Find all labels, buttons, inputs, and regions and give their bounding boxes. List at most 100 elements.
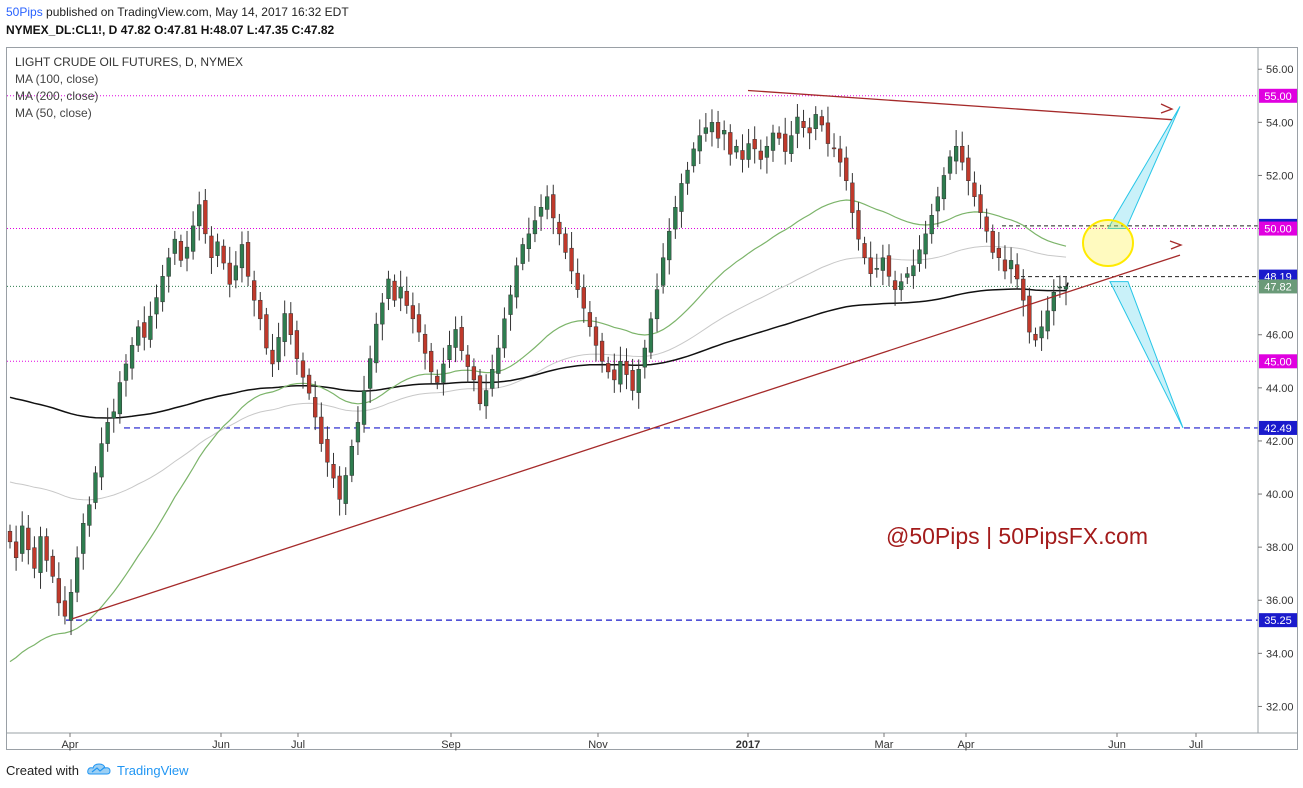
candle-body — [978, 194, 983, 213]
price-tick-label: 52.00 — [1266, 170, 1294, 182]
low-value: L:47.35 — [246, 23, 289, 37]
time-tick-label: Mar — [875, 739, 894, 751]
candle-body — [606, 363, 611, 373]
candle-body — [575, 272, 580, 290]
candle-body — [624, 361, 629, 375]
price-axis: 32.00 34.00 36.00 38.00 40.00 42.00 44.00 46.00… — [1257, 48, 1294, 733]
legend-ma100[interactable]: MA (100, close) — [15, 72, 99, 86]
candle-body — [44, 536, 49, 561]
candle-body — [911, 265, 916, 277]
candle-body — [520, 244, 525, 264]
candle-body — [422, 333, 428, 354]
candle-body — [490, 369, 495, 389]
candle-body — [496, 347, 501, 374]
candle-body — [190, 225, 196, 252]
candle-body — [471, 366, 477, 381]
candle-body — [1008, 260, 1014, 270]
candle-body — [1051, 292, 1056, 312]
candle-body — [746, 143, 751, 160]
candle-body — [239, 244, 245, 269]
time-tick-label: Apr — [957, 739, 974, 751]
price-label: 50.00 — [1264, 224, 1292, 236]
projection-up-wedge — [1107, 106, 1181, 230]
candle-body — [532, 220, 538, 235]
symbol-name: NYMEX_DL:CL1!, D — [6, 23, 118, 37]
candle-body — [398, 286, 403, 299]
candle-body — [502, 318, 507, 349]
candle-body — [660, 257, 666, 286]
candle-body — [233, 265, 238, 281]
candle-body — [789, 135, 794, 154]
legend-ma200[interactable]: MA (200, close) — [15, 89, 99, 103]
candle-body — [349, 446, 354, 476]
candle-body — [758, 150, 763, 160]
candle-body — [709, 122, 715, 133]
candle-body — [136, 326, 141, 346]
last-price: 47.82 — [120, 23, 151, 37]
candle-body — [13, 541, 19, 559]
candle-body — [142, 322, 147, 338]
drawings — [71, 89, 1184, 620]
candle-body — [56, 578, 61, 604]
legend-ma50[interactable]: MA (50, close) — [15, 106, 92, 120]
price-label-box — [1259, 88, 1297, 103]
candle-body — [1045, 310, 1050, 332]
candle-body — [62, 600, 68, 617]
candle-body — [459, 327, 464, 351]
time-tick-label: 2017 — [736, 739, 760, 751]
candle-body — [441, 363, 446, 383]
candle-body — [874, 268, 879, 270]
candle-body — [386, 278, 391, 299]
tradingview-link[interactable]: TradingView — [116, 763, 189, 778]
price-tick-label: 54.00 — [1266, 117, 1294, 129]
open-value: O:47.81 — [154, 23, 198, 37]
candle-body — [697, 135, 702, 152]
candle-body — [300, 360, 306, 378]
candle-body — [129, 345, 135, 369]
candle-body — [972, 182, 977, 197]
candle-body — [361, 390, 367, 425]
publish-header: 50Pips published on TradingView.com, May… — [0, 0, 1303, 40]
candle-body — [886, 255, 892, 277]
candle-body — [209, 235, 214, 258]
candle-body — [7, 530, 13, 543]
time-tick-label: Jun — [1108, 739, 1126, 751]
candle-body — [87, 504, 92, 526]
candle-body — [50, 555, 55, 577]
time-axis: Apr Jun Jul Sep Nov 2017 Mar Apr Jun Jul — [7, 732, 1297, 751]
candle-body — [526, 233, 531, 249]
candle-body — [691, 148, 696, 167]
candle-body — [264, 314, 269, 349]
ma50-line — [9, 199, 1067, 663]
candle-body — [776, 132, 782, 139]
candle-body — [337, 475, 342, 500]
candle-body — [319, 416, 324, 444]
candle-body — [252, 280, 257, 301]
candle-body — [654, 289, 660, 320]
candle-body — [642, 347, 647, 368]
candle-body — [215, 241, 220, 256]
falling-trendline — [747, 89, 1173, 121]
price-tick-label: 44.00 — [1266, 383, 1294, 395]
candle-body — [880, 257, 886, 271]
candle-body — [197, 204, 202, 227]
candle-body — [599, 340, 605, 362]
candle-body — [679, 183, 684, 212]
publisher-link[interactable]: 50Pips — [6, 5, 43, 19]
candle-body — [75, 557, 80, 593]
candle-body — [410, 305, 416, 320]
created-with-text: Created with — [6, 763, 79, 778]
candle-body — [282, 313, 287, 342]
footer: Created with TradingView — [6, 763, 189, 778]
candle-body — [429, 350, 434, 373]
chart-frame — [6, 47, 1298, 750]
candle-body — [1021, 278, 1026, 301]
candle-body — [728, 132, 733, 155]
horizontal-levels — [7, 95, 1258, 621]
candle-body — [1027, 295, 1032, 333]
candle-body — [722, 130, 727, 135]
projection-down-wedge — [1109, 281, 1184, 429]
candle-body — [715, 122, 721, 139]
candle-body — [630, 370, 635, 391]
